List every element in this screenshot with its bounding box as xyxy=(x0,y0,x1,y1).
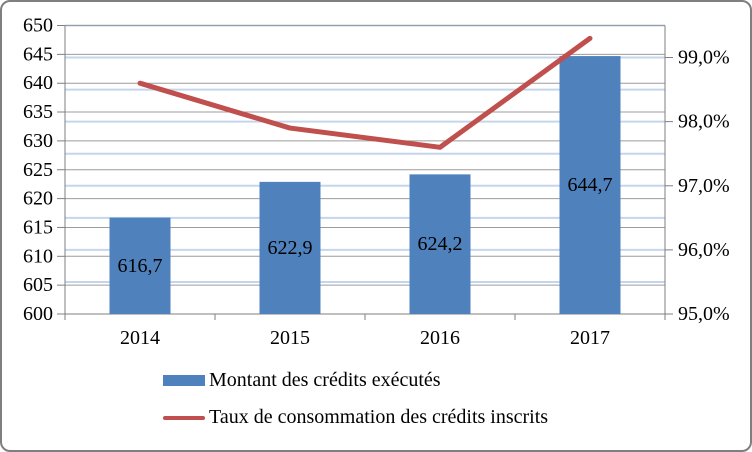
y-axis-left-tick-label: 650 xyxy=(23,15,53,37)
y-axis-right-tick-label: 95,0% xyxy=(678,303,730,325)
x-axis-category-label: 2014 xyxy=(120,327,160,349)
y-axis-left-tick-label: 645 xyxy=(23,43,53,65)
x-axis-category-label: 2016 xyxy=(420,327,460,349)
y-axis-left-tick-label: 630 xyxy=(23,130,53,152)
line-series xyxy=(137,35,593,150)
y-axis-right-tick-label: 96,0% xyxy=(678,239,730,261)
x-axis-category-label: 2017 xyxy=(570,327,610,349)
bar-series-swatch-icon xyxy=(163,375,205,386)
legend-item-line-series: Taux de consommation des crédits inscrit… xyxy=(163,406,548,429)
y-axis-left-tick-label: 610 xyxy=(23,245,53,267)
y-axis-left-tick-label: 625 xyxy=(23,159,53,181)
legend-label-bar-series: Montant des crédits exécutés xyxy=(209,369,441,391)
y-axis-left-tick-label: 640 xyxy=(23,72,53,94)
bar-2016 xyxy=(409,174,471,314)
bar-value-label: 644,7 xyxy=(568,174,613,196)
bar-2015 xyxy=(259,181,321,314)
legend-item-bar-series: Montant des crédits exécutés xyxy=(163,369,548,392)
y-axis-left-tick-label: 635 xyxy=(23,101,53,123)
legend-label-line-series: Taux de consommation des crédits inscrit… xyxy=(209,406,549,428)
x-axis-category-label: 2015 xyxy=(270,327,310,349)
y-axis-left-tick-label: 605 xyxy=(23,274,53,296)
y-axis-left-tick-label: 615 xyxy=(23,216,53,238)
bar-value-label: 616,7 xyxy=(118,255,163,277)
legend: Montant des crédits exécutés Taux de con… xyxy=(163,369,548,429)
bar-value-label: 624,2 xyxy=(418,233,463,255)
bar-value-label: 622,9 xyxy=(268,237,313,259)
bar-2014 xyxy=(109,217,171,314)
y-axis-right-tick-label: 98,0% xyxy=(678,111,730,133)
y-axis-left-tick-label: 600 xyxy=(23,303,53,325)
bar-2017 xyxy=(559,56,621,315)
y-axis-right-tick-label: 97,0% xyxy=(678,175,730,197)
y-axis-right-tick-label: 99,0% xyxy=(678,47,730,69)
y-axis-left-tick-label: 620 xyxy=(23,188,53,210)
line-series-swatch-icon xyxy=(163,415,205,420)
